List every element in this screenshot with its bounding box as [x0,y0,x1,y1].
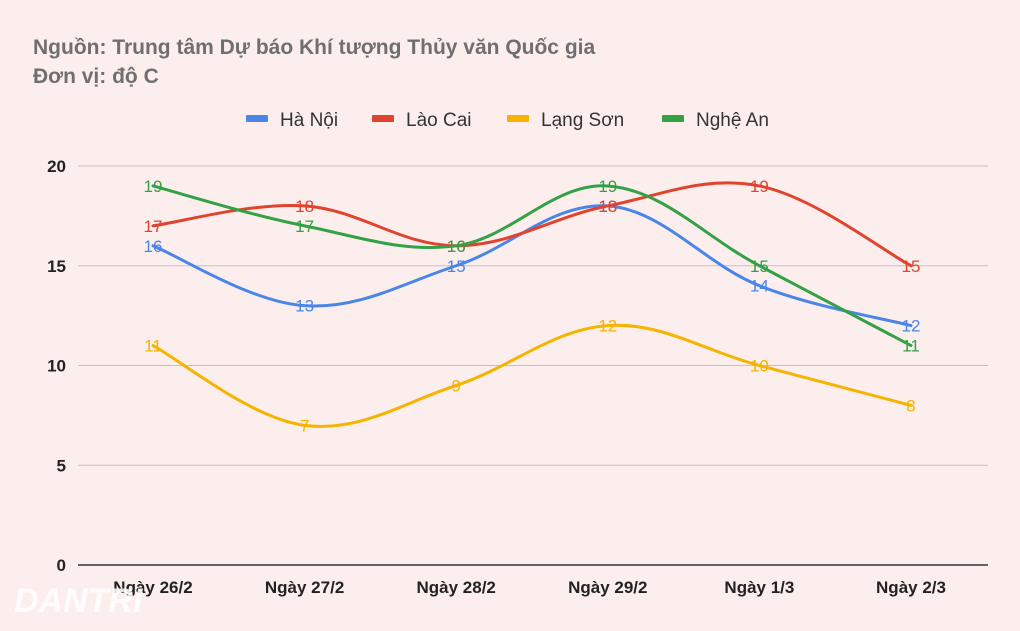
watermark-logo: DANTRI [14,582,144,620]
y-tick-label: 15 [47,257,66,276]
series-line [151,184,913,348]
data-label: 16 [144,237,163,256]
series-lines [151,181,913,428]
legend-swatch [507,115,529,122]
data-label: 17 [144,217,163,236]
data-label: 11 [902,337,920,356]
data-label: 14 [750,277,769,296]
y-tick-label: 0 [57,556,66,575]
data-label: 13 [295,297,314,316]
x-tick-label: Ngày 29/2 [568,578,647,597]
data-label: 15 [447,257,466,276]
x-axis: Ngày 26/2 Ngày 27/2 Ngày 28/2 Ngày 29/2 Ngày… [113,578,946,597]
x-tick-label: Ngày 2/3 [876,578,946,597]
legend-swatch [372,115,394,122]
data-label: 12 [902,317,921,336]
data-labels: 1613151814121718161819151179121081917161… [144,177,921,435]
data-label: 9 [451,376,460,395]
y-tick-label: 20 [47,157,66,176]
unit-caption: Đơn vị: độ C [33,65,159,88]
series-line [151,181,913,268]
data-label: 17 [295,217,314,236]
x-tick-label: Ngày 26/2 [113,578,192,597]
data-label: 11 [144,337,162,356]
data-label: 18 [598,197,617,216]
data-label: 10 [750,357,769,376]
x-tick-label: Ngày 28/2 [417,578,496,597]
legend-label: Lào Cai [406,110,472,131]
legend: Hà Nội Lào Cai Lạng Sơn Nghệ An [246,110,769,131]
x-tick-label: Ngày 1/3 [724,578,794,597]
y-axis: 0 5 10 15 20 [47,157,66,575]
data-label: 7 [300,416,309,435]
data-label: 19 [144,177,163,196]
y-tick-label: 5 [57,456,66,475]
data-label: 8 [906,396,915,415]
legend-label: Nghệ An [696,110,769,131]
data-label: 16 [447,237,466,256]
y-tick-label: 10 [47,357,66,376]
legend-swatch [662,115,684,122]
series-line [151,204,913,328]
legend-label: Lạng Sơn [541,110,624,131]
data-label: 18 [295,197,314,216]
series-line [151,323,913,428]
data-label: 19 [598,177,617,196]
data-label: 19 [750,177,769,196]
legend-label: Hà Nội [280,110,338,131]
x-tick-label: Ngày 27/2 [265,578,344,597]
data-label: 12 [598,317,617,336]
data-label: 15 [902,257,921,276]
gridlines [78,165,988,566]
data-label: 15 [750,257,769,276]
legend-swatch [246,115,268,122]
data-label: 18 [598,197,617,216]
data-label: 16 [447,237,466,256]
source-caption: Nguồn: Trung tâm Dự báo Khí tượng Thủy v… [33,36,595,59]
